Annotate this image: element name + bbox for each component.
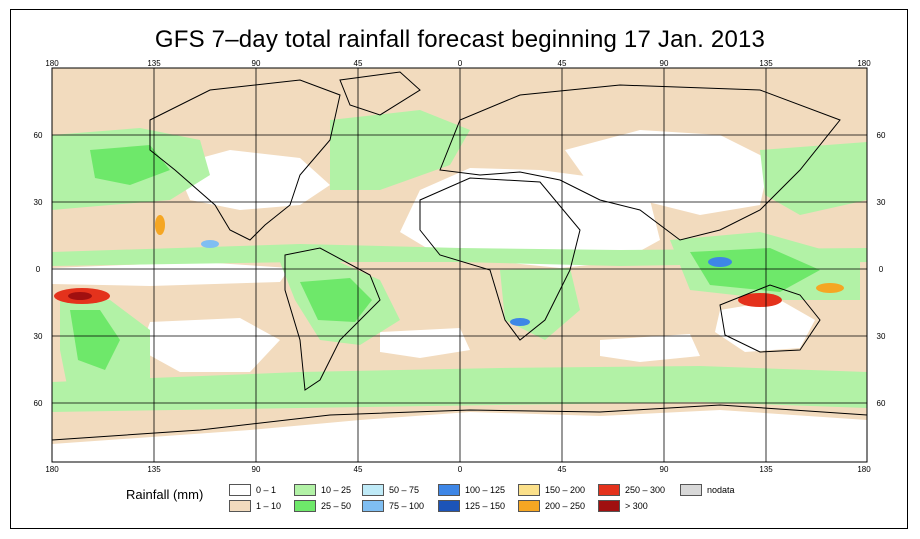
- north-america-dry-region: [175, 150, 330, 210]
- north-atlantic-storm-band: [330, 110, 470, 190]
- heavy-rain-hawaii: [155, 215, 165, 235]
- legend-label: > 300: [625, 501, 648, 511]
- legend-swatch: [362, 500, 384, 512]
- legend-label: 125 – 150: [465, 501, 506, 511]
- australia-outline: [719, 284, 821, 353]
- heavy-rain-east-pacific: [201, 240, 219, 248]
- coastlines: [52, 71, 867, 441]
- lat-tick-left: 30: [34, 198, 43, 207]
- lon-tick-bottom: 90: [252, 465, 261, 474]
- heavy-rain-coral-sea: [816, 283, 844, 293]
- map-body: [52, 68, 867, 462]
- heavy-rain-borneo: [708, 257, 732, 267]
- legend-label: 200 – 250: [545, 501, 586, 511]
- lat-tick-right: 30: [877, 198, 886, 207]
- south-pacific-rain-patch: [70, 310, 120, 370]
- legend-label: nodata: [707, 485, 735, 495]
- greenland-outline: [339, 71, 421, 116]
- lon-tick-top: 0: [458, 59, 463, 68]
- lon-tick-bottom: 90: [660, 465, 669, 474]
- figure-frame: [10, 9, 908, 529]
- indian-ocean-dry-region: [600, 334, 700, 362]
- lon-tick-top: 45: [354, 59, 363, 68]
- legend-label: 10 – 25: [321, 485, 352, 495]
- lat-tick-left: 0: [36, 265, 41, 274]
- legend-swatch: [438, 484, 460, 496]
- lat-tick-left: 30: [34, 332, 43, 341]
- legend-swatch: [598, 500, 620, 512]
- legend-swatch: [229, 500, 251, 512]
- lon-tick-bottom: 135: [147, 465, 161, 474]
- legend-swatch: [362, 484, 384, 496]
- heavy-rain-southern-africa: [510, 318, 530, 326]
- lon-tick-top: 180: [45, 59, 59, 68]
- moderate-rain-patches: [70, 145, 820, 370]
- west-pacific-storm-band: [760, 142, 867, 215]
- east-pacific-dry-region: [52, 262, 290, 286]
- legend-swatch: [294, 500, 316, 512]
- lon-ticks-bottom: 180 135 90 45 0 45 90 135 180: [45, 465, 871, 474]
- lon-tick-top: 135: [759, 59, 773, 68]
- australia-dry-region: [715, 300, 815, 352]
- lat-tick-right: 30: [877, 332, 886, 341]
- legend-title: Rainfall (mm): [126, 487, 204, 502]
- south-atlantic-dry-region: [380, 328, 470, 358]
- north-pacific-rain-patch: [90, 145, 170, 185]
- intense-rain-patches: [54, 215, 844, 326]
- map-border: [51, 67, 868, 463]
- lon-tick-bottom: 180: [45, 465, 59, 474]
- south-america-outline: [284, 247, 381, 391]
- lon-tick-bottom: 180: [857, 465, 871, 474]
- legend-label: 1 – 10: [256, 501, 282, 511]
- lon-tick-top: 90: [252, 59, 261, 68]
- legend-label: 25 – 50: [321, 501, 352, 511]
- lon-ticks-top: 180 135 90 45 0 45 90 135 180: [45, 59, 871, 68]
- legend-swatch: [518, 484, 540, 496]
- lon-tick-top: 90: [660, 59, 669, 68]
- heavy-rain-australia-north: [738, 293, 782, 307]
- lat-tick-left: 60: [34, 131, 43, 140]
- lat-ticks-left: 60 30 0 30 60: [34, 131, 43, 408]
- north-america-outline: [149, 79, 341, 241]
- graticule: [52, 68, 867, 462]
- lon-tick-top: 135: [147, 59, 161, 68]
- legend-swatch: [294, 484, 316, 496]
- lon-tick-bottom: 135: [759, 465, 773, 474]
- legend-label: 100 – 125: [465, 485, 506, 495]
- eurasia-outline: [439, 84, 841, 241]
- legend-label: 150 – 200: [545, 485, 586, 495]
- lat-tick-left: 60: [34, 399, 43, 408]
- asia-dry-region: [565, 130, 770, 215]
- amazon-rain-patch: [300, 278, 372, 322]
- map-title: GFS 7–day total rainfall forecast beginn…: [154, 26, 766, 53]
- lat-tick-right: 0: [879, 265, 884, 274]
- lat-ticks-right: 60 30 0 30 60: [877, 131, 886, 408]
- lat-tick-right: 60: [877, 131, 886, 140]
- lon-tick-bottom: 45: [558, 465, 567, 474]
- legend-swatch: [229, 484, 251, 496]
- legend-swatch: [680, 484, 702, 496]
- legend-swatch: [518, 500, 540, 512]
- lon-tick-top: 180: [857, 59, 871, 68]
- lon-tick-bottom: 45: [354, 465, 363, 474]
- south-pacific-dry-region: [140, 318, 280, 372]
- heavy-rain-central-pacific-core: [68, 292, 92, 300]
- legend-swatch: [438, 500, 460, 512]
- legend-label: 250 – 300: [625, 485, 666, 495]
- legend-label: 0 – 1: [256, 485, 277, 495]
- lon-tick-top: 45: [558, 59, 567, 68]
- lon-tick-bottom: 0: [458, 465, 463, 474]
- lat-tick-right: 60: [877, 399, 886, 408]
- legend-label: 50 – 75: [389, 485, 420, 495]
- legend-label: 75 – 100: [389, 501, 425, 511]
- legend-swatch: [598, 484, 620, 496]
- africa-outline: [419, 177, 581, 341]
- sahara-dry-region: [400, 168, 660, 268]
- antarctica-outline: [52, 404, 867, 441]
